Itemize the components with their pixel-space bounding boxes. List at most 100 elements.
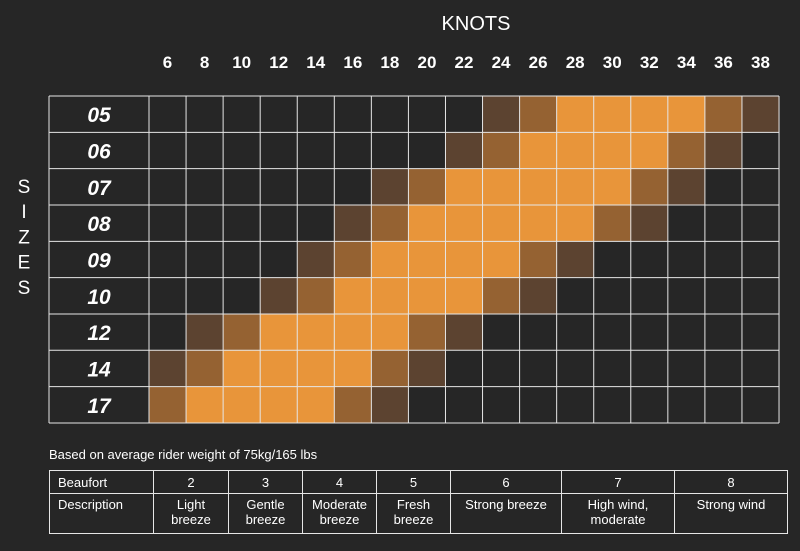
heatmap-cell (408, 168, 446, 205)
heatmap-cell (519, 277, 557, 314)
beaufort-table: Beaufort 2 3 4 5 6 7 8 Description Light… (49, 470, 788, 534)
y-tick-labels: 05 06 07 08 09 10 12 14 17 (87, 104, 112, 418)
heatmap-cell (593, 168, 631, 205)
heatmap-cell (186, 386, 224, 423)
heatmap-cell (297, 241, 335, 278)
heatmap-cell (334, 277, 372, 314)
heatmap-cell (297, 350, 335, 387)
x-tick-label: 18 (380, 53, 399, 72)
grid-lines (48, 95, 780, 424)
heatmap-cell (223, 386, 261, 423)
heatmap-cell (667, 96, 705, 133)
heatmap-cell (149, 386, 187, 423)
heatmap-cell (630, 168, 668, 205)
beaufort-force-4: 4 (302, 470, 377, 494)
heatmap-cell (149, 350, 187, 387)
heatmap-cell (445, 204, 483, 242)
heatmap-cell (371, 277, 409, 314)
beaufort-force-7: 7 (561, 470, 675, 494)
y-axis-label-letter: S (18, 278, 31, 299)
beaufort-force-3: 3 (228, 470, 303, 494)
x-tick-label: 6 (163, 53, 172, 72)
heatmap-cell (408, 204, 446, 242)
y-tick-label: 06 (87, 141, 111, 164)
heatmap-cell (445, 241, 483, 278)
beaufort-row-label: Beaufort (49, 470, 154, 494)
heatmap-cell (334, 204, 372, 242)
heatmap-cell (371, 168, 409, 205)
y-tick-label: 14 (87, 358, 111, 381)
beaufort-desc-3: Gentle breeze (228, 493, 303, 534)
heatmap-cell (223, 350, 261, 387)
heatmap-cell (630, 204, 668, 242)
desc-line: Strong breeze (465, 497, 547, 512)
heatmap-cell (408, 241, 446, 278)
desc-line: High wind, (587, 497, 649, 512)
heatmap-cell (186, 313, 224, 351)
desc-line: Light (176, 497, 206, 512)
heatmap-cell (704, 132, 742, 169)
heatmap-cell (556, 241, 594, 278)
beaufort-force-8: 8 (674, 470, 788, 494)
heatmap-cell (223, 313, 261, 351)
heatmap-cell (445, 277, 483, 314)
y-tick-label: 07 (87, 177, 112, 200)
x-tick-label: 20 (417, 53, 436, 72)
desc-line: Moderate (312, 497, 367, 512)
beaufort-desc-5: Fresh breeze (376, 493, 451, 534)
heatmap-cell (334, 241, 372, 278)
beaufort-description-row: Description Light breeze Gentle breeze Mod… (49, 493, 788, 534)
beaufort-desc-4: Moderate breeze (302, 493, 377, 534)
heatmap-cell (556, 132, 594, 169)
y-tick-label: 17 (87, 395, 112, 418)
heatmap-cell (445, 313, 483, 351)
heatmap-cell (408, 313, 446, 351)
heatmap-cell (704, 96, 742, 133)
x-tick-label: 36 (714, 53, 733, 72)
y-axis-label-letter: I (21, 202, 26, 223)
desc-line: breeze (171, 512, 211, 527)
description-row-label: Description (49, 493, 154, 534)
desc-line: Strong wind (696, 497, 766, 512)
heatmap-cell (408, 350, 446, 387)
chart-title: KNOTS (442, 13, 511, 35)
beaufort-force-row: Beaufort 2 3 4 5 6 7 8 (49, 470, 788, 494)
heatmap-cell (630, 96, 668, 133)
x-tick-label: 30 (603, 53, 622, 72)
x-tick-label: 28 (566, 53, 585, 72)
heatmap-cell (186, 350, 224, 387)
heatmap-cell (741, 96, 780, 133)
y-tick-label: 12 (87, 322, 111, 345)
desc-line: breeze (319, 512, 360, 527)
heatmap-cell (519, 132, 557, 169)
heatmap-cell (556, 168, 594, 205)
heatmap-cell (556, 96, 594, 133)
heatmap-cell (371, 350, 409, 387)
x-tick-label: 32 (640, 53, 659, 72)
y-tick-label: 09 (87, 249, 111, 272)
heatmap-cell (482, 241, 520, 278)
desc-line: breeze (393, 512, 434, 527)
heatmap-cell (260, 277, 298, 314)
heatmap-cell (482, 168, 520, 205)
heatmap-cell (593, 204, 631, 242)
heatmap-cell (519, 96, 557, 133)
heatmap-cell (334, 386, 372, 423)
beaufort-force-2: 2 (153, 470, 229, 494)
y-tick-label: 10 (87, 286, 111, 309)
heatmap-cell (556, 204, 594, 242)
desc-line: moderate (590, 512, 646, 527)
y-axis-label-letter: E (18, 253, 31, 274)
beaufort-desc-8: Strong wind (674, 493, 788, 534)
y-axis-label-letter: S (18, 177, 31, 198)
heatmap-cell (482, 132, 520, 169)
heatmap-cell (371, 204, 409, 242)
heatmap-cell (297, 277, 335, 314)
heatmap-cell (260, 386, 298, 423)
heatmap-cell (519, 204, 557, 242)
heatmap-cell (482, 277, 520, 314)
beaufort-force-5: 5 (376, 470, 451, 494)
x-tick-label: 38 (751, 53, 770, 72)
heatmap-cell (482, 96, 520, 133)
desc-line: Fresh (396, 497, 431, 512)
